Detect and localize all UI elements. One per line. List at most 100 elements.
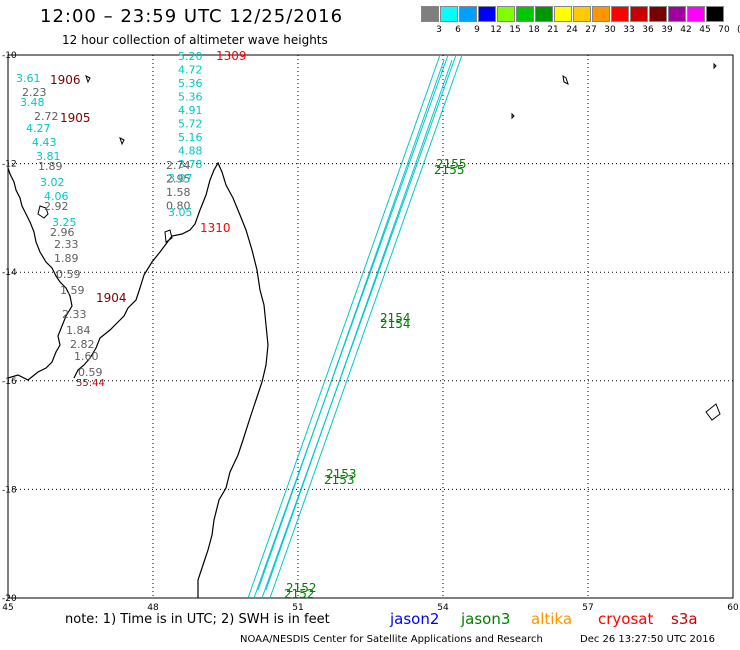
- swh-value: 3.48: [20, 96, 45, 109]
- time-label: 2154: [380, 317, 411, 331]
- swh-value: 4.72: [178, 64, 203, 77]
- swh-value: 5.36: [178, 91, 203, 104]
- footer-note: note: 1) Time is in UTC; 2) SWH is in fe…: [65, 612, 330, 627]
- swh-value: 0.59: [78, 366, 103, 379]
- swh-value: 4.27: [26, 122, 51, 135]
- satellite-label-jason2: jason2: [390, 610, 440, 628]
- legend-label: 6: [455, 25, 461, 35]
- lon-tick-label: 48: [147, 603, 159, 613]
- time-label: 2152: [286, 581, 317, 595]
- lon-tick-label: 57: [582, 603, 593, 613]
- swh-value: 3.05: [168, 206, 193, 219]
- swh-value: 2.92: [44, 200, 69, 213]
- time-label: 2154: [380, 311, 411, 325]
- legend-label: 21: [547, 25, 559, 35]
- swh-value: 2.96: [50, 226, 75, 239]
- legend-unit: (ft): [737, 25, 740, 35]
- lon-tick-label: 60: [727, 603, 739, 613]
- legend-label: 42: [680, 25, 692, 35]
- time-label: 1309: [216, 49, 247, 63]
- lat-tick-label: -10: [2, 51, 17, 61]
- swh-value: 2.74: [166, 159, 191, 172]
- legend-swatch: [516, 6, 534, 22]
- time-label: 2152: [284, 587, 315, 601]
- swh-value: 4.88: [178, 145, 203, 158]
- legend-label: 12: [490, 25, 502, 35]
- satellite-label-altika: altika: [531, 610, 573, 628]
- legend-label: 15: [509, 25, 521, 35]
- seychelles-islands: [511, 62, 721, 421]
- legend-swatch: [573, 6, 591, 22]
- legend-label: 30: [604, 25, 616, 35]
- legend-swatch: [554, 6, 572, 22]
- lat-tick-label: -20: [2, 594, 17, 604]
- lon-tick-label: 45: [2, 603, 13, 613]
- lat-tick-label: -12: [2, 160, 17, 170]
- swh-value: 1.59: [60, 284, 85, 297]
- time-label: 55:44: [76, 378, 105, 389]
- time-label: 2153: [326, 467, 357, 481]
- time-label: 1905: [60, 111, 91, 125]
- swh-value: 3.02: [40, 176, 65, 189]
- legend-swatch: [478, 6, 496, 22]
- swh-value: 1.58: [166, 186, 191, 199]
- swh-value: 2.82: [70, 338, 95, 351]
- swh-value: 3.78: [178, 158, 203, 171]
- swh-value: 4.06: [44, 190, 69, 203]
- swh-value: 5.20: [178, 50, 203, 63]
- swh-value: 2.33: [62, 308, 87, 321]
- legend-label: 18: [528, 25, 540, 35]
- swh-value: 3.61: [16, 72, 41, 85]
- footer-credit: NOAA/NESDIS Center for Satellite Applica…: [240, 634, 543, 645]
- legend-label: 33: [623, 25, 635, 35]
- swh-value: 2.72: [34, 110, 59, 123]
- swh-value: 5.16: [178, 131, 203, 144]
- legend-swatch: [440, 6, 458, 22]
- lat-tick-label: -16: [2, 377, 17, 387]
- graticule: [8, 55, 733, 598]
- lon-tick-label: 51: [292, 603, 303, 613]
- legend-label: 36: [642, 25, 654, 35]
- time-label: 2155: [436, 157, 467, 171]
- legend-swatch: [459, 6, 477, 22]
- time-label: 1310: [200, 221, 231, 235]
- footer-timestamp: Dec 26 13:27:50 UTC 2016: [580, 634, 715, 645]
- swh-value: 3.25: [52, 216, 77, 229]
- legend-label: 24: [566, 25, 578, 35]
- swh-value: 3.81: [36, 150, 61, 163]
- page-title: 12:00 – 23:59 UTC 12/25/2016: [40, 6, 344, 27]
- satellite-label-cryosat: cryosat: [598, 610, 654, 628]
- page-subtitle: 12 hour collection of altimeter wave hei…: [62, 33, 328, 47]
- time-label: 1906: [50, 73, 81, 87]
- mainland-coastline: [7, 167, 73, 381]
- legend-swatch: [421, 6, 439, 22]
- swh-value: 0.59: [56, 268, 81, 281]
- swh-value: 4.43: [32, 136, 57, 149]
- legend-swatch: [535, 6, 553, 22]
- legend-swatch: [630, 6, 648, 22]
- swh-value: 2.23: [22, 86, 47, 99]
- swh-value: 1.89: [54, 252, 79, 265]
- swh-value: 1.60: [74, 350, 99, 363]
- label-layer: 5.204.725.365.364.915.725.164.883.783.61…: [16, 49, 467, 601]
- lat-tick-label: -18: [2, 485, 17, 495]
- swh-value: 4.91: [178, 104, 203, 117]
- map-frame: [7, 54, 734, 599]
- comoros-islands: [37, 75, 173, 243]
- legend-label: 27: [585, 25, 597, 35]
- swh-value: 2.33: [54, 238, 79, 251]
- legend-swatch: [497, 6, 515, 22]
- swh-value: 1.84: [66, 324, 91, 337]
- legend-swatch: [668, 6, 686, 22]
- legend-swatch: [649, 6, 667, 22]
- time-label: 1904: [96, 291, 127, 305]
- legend-label: 45: [699, 25, 711, 35]
- swh-value: 0.80: [166, 200, 191, 213]
- legend-swatch: [592, 6, 610, 22]
- madagascar-coastline: [73, 161, 269, 598]
- legend-label: 9: [474, 25, 480, 35]
- lat-tick-label: -14: [2, 268, 17, 278]
- lon-tick-label: 54: [437, 603, 449, 613]
- satellite-label-jason3: jason3: [461, 610, 511, 628]
